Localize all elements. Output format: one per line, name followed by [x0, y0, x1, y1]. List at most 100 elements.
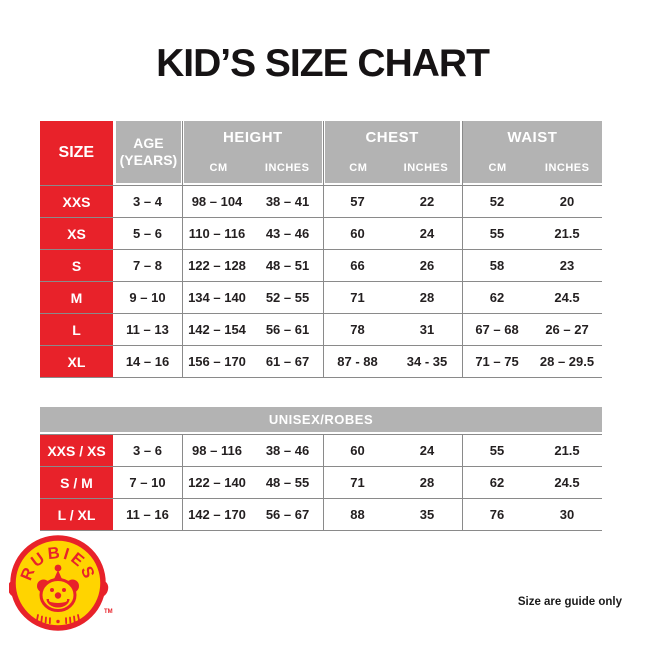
- rubies-logo-icon: RUBIES: [7, 533, 113, 633]
- cell-chest-cm: 88: [350, 507, 365, 522]
- cell-height-inches: 61 – 67: [265, 354, 310, 369]
- table-row-s: S 7 – 8 122 – 128 48 – 51 66 26 58 23: [40, 250, 602, 282]
- header-size: SIZE: [40, 121, 113, 185]
- header-chest-label: CHEST: [365, 129, 419, 146]
- cell-chest-cm: 71: [350, 475, 365, 490]
- cell-height-cm: 156 – 170: [188, 354, 246, 369]
- cell-waist-inches: 20: [559, 194, 575, 209]
- cell-waist-cm: 55: [489, 226, 505, 241]
- cell-chest-inches: 24: [419, 226, 435, 241]
- cell-height-cm: 98 – 116: [192, 443, 242, 458]
- cell-waist-cm: 62: [489, 475, 505, 490]
- header-waist-cm: CM: [488, 162, 507, 174]
- cell-age: 3 – 4: [133, 194, 162, 209]
- cell-chest-cm: 57: [350, 194, 365, 209]
- cell-height-inches: 38 – 46: [265, 443, 310, 458]
- cell-age: 11 – 16: [126, 507, 169, 522]
- cell-age: 9 – 10: [129, 290, 166, 305]
- cell-waist-inches: 30: [559, 507, 575, 522]
- cell-chest-inches: 34 - 35: [406, 354, 448, 369]
- cell-chest-inches: 31: [419, 322, 435, 337]
- svg-text:TM: TM: [104, 609, 113, 615]
- cell-chest-cm: 60: [350, 443, 365, 458]
- cell-waist-inches: 21.5: [554, 226, 580, 241]
- header-age-line2: (YEARS): [119, 152, 178, 168]
- cell-waist-cm: 76: [489, 507, 505, 522]
- cell-height-cm: 134 – 140: [188, 290, 246, 305]
- cell-chest-cm: 66: [350, 258, 365, 273]
- header-group-height: HEIGHT CM INCHES: [184, 121, 322, 183]
- cell-height-inches: 56 – 61: [265, 322, 310, 337]
- cell-size: S / M: [40, 467, 113, 498]
- cell-size: M: [40, 282, 113, 313]
- cell-age: 7 – 10: [129, 475, 166, 490]
- column-divider: [323, 121, 324, 378]
- table-row-s-m: S / M 7 – 10 122 – 140 48 – 55 71 28 62 …: [40, 467, 602, 499]
- cell-height-inches: 43 – 46: [265, 226, 310, 241]
- cell-height-inches: 56 – 67: [265, 507, 310, 522]
- cell-chest-cm: 71: [350, 290, 365, 305]
- header-height-inches: INCHES: [264, 162, 310, 174]
- cell-age: 14 – 16: [125, 354, 170, 369]
- table-row-xxs-xs: XXS / XS 3 – 6 98 – 116 38 – 46 60 24 55…: [40, 435, 602, 467]
- column-divider: [462, 434, 463, 531]
- cell-waist-inches: 23: [559, 258, 575, 273]
- size-guide-note: Size are guide only: [517, 596, 622, 608]
- cell-waist-cm: 55: [489, 443, 505, 458]
- header-group-chest: CHEST CM INCHES: [324, 121, 460, 183]
- table-row-xs: XS 5 – 6 110 – 116 43 – 46 60 24 55 21.5: [40, 218, 602, 250]
- cell-height-inches: 38 – 41: [265, 194, 310, 209]
- cell-waist-inches: 26 – 27: [545, 322, 589, 337]
- cell-height-cm: 98 – 104: [191, 194, 243, 209]
- cell-waist-cm: 58: [489, 258, 505, 273]
- cell-size: L / XL: [40, 499, 113, 530]
- table-row-l-xl: L / XL 11 – 16 142 – 170 56 – 67 88 35 7…: [40, 499, 602, 531]
- cell-waist-inches: 21.5: [554, 443, 580, 458]
- cell-chest-cm: 87 - 88: [337, 354, 378, 369]
- cell-chest-inches: 22: [419, 194, 435, 209]
- cell-age: 5 – 6: [133, 226, 162, 241]
- cell-chest-inches: 35: [419, 507, 435, 522]
- header-age: AGE (YEARS): [115, 121, 182, 183]
- header-age-line1: AGE: [133, 135, 164, 151]
- table-row-xl: XL 14 – 16 156 – 170 61 – 67 87 - 88 34 …: [40, 346, 602, 378]
- cell-height-cm: 122 – 140: [188, 475, 246, 490]
- cell-height-cm: 122 – 128: [188, 258, 246, 273]
- cell-height-inches: 48 – 55: [265, 475, 310, 490]
- cell-chest-inches: 28: [419, 475, 435, 490]
- table-row-l: L 11 – 13 142 – 154 56 – 61 78 31 67 – 6…: [40, 314, 602, 346]
- cell-height-cm: 110 – 116: [188, 226, 246, 241]
- cell-size: XXS / XS: [40, 435, 113, 466]
- cell-age: 7 – 8: [133, 258, 162, 273]
- header-height-label: HEIGHT: [223, 129, 283, 146]
- cell-waist-inches: 24.5: [554, 475, 580, 490]
- page-title: KID’S SIZE CHART: [156, 42, 490, 85]
- table-row-m: M 9 – 10 134 – 140 52 – 55 71 28 62 24.5: [40, 282, 602, 314]
- table-body: XXS / XS 3 – 6 98 – 116 38 – 46 60 24 55…: [40, 434, 602, 531]
- cell-chest-inches: 28: [419, 290, 435, 305]
- column-divider: [462, 121, 463, 378]
- cell-waist-cm: 67 – 68: [475, 322, 519, 337]
- table-body: XXS 3 – 4 98 – 104 38 – 41 57 22 52 20 X…: [40, 185, 602, 378]
- cell-waist-inches: 28 – 29.5: [539, 354, 595, 369]
- cell-size: XL: [40, 346, 113, 377]
- cell-waist-inches: 24.5: [554, 290, 580, 305]
- header-waist-label: WAIST: [507, 129, 558, 146]
- cell-chest-cm: 60: [350, 226, 365, 241]
- cell-height-inches: 52 – 55: [265, 290, 310, 305]
- header-chest-cm: CM: [349, 162, 368, 174]
- cell-age: 11 – 13: [126, 322, 169, 337]
- header-height-cm: CM: [209, 162, 228, 174]
- cell-size: L: [40, 314, 113, 345]
- cell-chest-inches: 26: [419, 258, 435, 273]
- unisex-robes-header: UNISEX/ROBES: [40, 407, 602, 432]
- column-divider: [182, 434, 183, 531]
- cell-waist-cm: 71 – 75: [475, 354, 519, 369]
- header-waist-inches: INCHES: [544, 162, 590, 174]
- cell-height-inches: 48 – 51: [265, 258, 310, 273]
- cell-size: XXS: [40, 186, 113, 217]
- cell-waist-cm: 52: [489, 194, 505, 209]
- column-divider: [182, 121, 183, 378]
- kids-size-table: SIZE AGE (YEARS) HEIGHT CM INCHES CHEST …: [40, 121, 602, 378]
